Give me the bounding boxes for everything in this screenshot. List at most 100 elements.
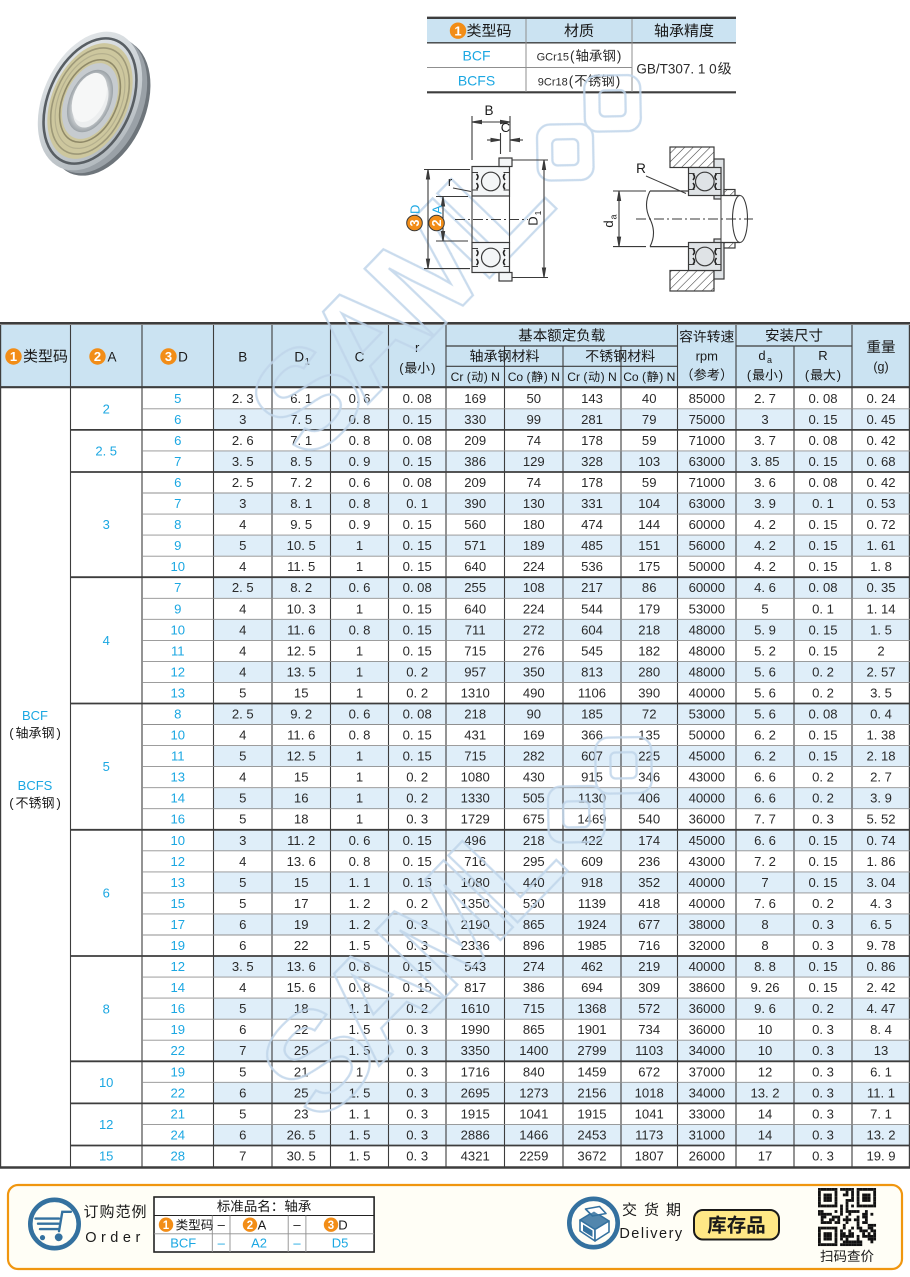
- svg-text:38000: 38000: [689, 917, 725, 932]
- svg-text:R: R: [636, 161, 646, 176]
- svg-text:276: 276: [523, 643, 545, 658]
- svg-text:0. 15: 0. 15: [403, 412, 432, 427]
- svg-text:1: 1: [356, 812, 363, 827]
- svg-text:352: 352: [638, 875, 660, 890]
- svg-text:209: 209: [464, 475, 486, 490]
- svg-text:7. 7: 7. 7: [754, 812, 776, 827]
- svg-text:3: 3: [408, 219, 422, 226]
- svg-text:5. 6: 5. 6: [754, 686, 776, 701]
- svg-text:5. 52: 5. 52: [866, 812, 895, 827]
- svg-text:3: 3: [239, 412, 246, 427]
- svg-text:12: 12: [171, 664, 186, 679]
- svg-text:3. 9: 3. 9: [754, 496, 776, 511]
- svg-text:0. 15: 0. 15: [403, 517, 432, 532]
- svg-text:7. 2: 7. 2: [754, 854, 776, 869]
- svg-text:715: 715: [464, 749, 486, 764]
- svg-text:0. 68: 0. 68: [866, 454, 895, 469]
- svg-text:677: 677: [638, 917, 660, 932]
- svg-text:0. 4: 0. 4: [870, 707, 892, 722]
- svg-text:0. 8: 0. 8: [349, 496, 371, 511]
- svg-text:34000: 34000: [689, 1043, 725, 1058]
- svg-text:6: 6: [174, 433, 181, 448]
- svg-text:0. 15: 0. 15: [808, 454, 837, 469]
- svg-text:26. 5: 26. 5: [287, 1127, 316, 1142]
- svg-text:0. 15: 0. 15: [808, 728, 837, 743]
- svg-text:2453: 2453: [577, 1127, 606, 1142]
- svg-text:1106: 1106: [578, 686, 606, 701]
- svg-text:0. 08: 0. 08: [403, 433, 432, 448]
- svg-text:219: 219: [638, 959, 660, 974]
- svg-text:0. 86: 0. 86: [866, 959, 895, 974]
- svg-text:36000: 36000: [689, 1001, 725, 1016]
- svg-text:4. 6: 4. 6: [754, 580, 776, 595]
- svg-text:209: 209: [464, 433, 486, 448]
- svg-text:3. 7: 3. 7: [754, 433, 776, 448]
- svg-text:3: 3: [239, 833, 246, 848]
- svg-text:0. 15: 0. 15: [403, 454, 432, 469]
- svg-text:6. 5: 6. 5: [870, 917, 892, 932]
- svg-text:D: D: [526, 216, 541, 225]
- svg-text:8: 8: [174, 707, 181, 722]
- svg-text:0. 3: 0. 3: [812, 1064, 834, 1079]
- svg-text:0. 15: 0. 15: [808, 959, 837, 974]
- svg-text:5. 6: 5. 6: [754, 707, 776, 722]
- svg-text:0. 08: 0. 08: [808, 475, 837, 490]
- svg-text:0. 15: 0. 15: [403, 643, 432, 658]
- svg-text:4. 2: 4. 2: [754, 517, 776, 532]
- svg-text:): ): [57, 796, 61, 811]
- svg-text:386: 386: [523, 980, 545, 995]
- svg-text:5: 5: [103, 759, 110, 774]
- svg-text:17: 17: [294, 896, 309, 911]
- svg-text:716: 716: [638, 938, 660, 953]
- svg-text:346: 346: [638, 770, 660, 785]
- svg-text:0. 53: 0. 53: [866, 496, 895, 511]
- svg-text:40000: 40000: [689, 959, 725, 974]
- svg-text:15: 15: [99, 1149, 113, 1164]
- svg-text:1. 38: 1. 38: [866, 728, 895, 743]
- svg-text:36000: 36000: [689, 812, 725, 827]
- svg-text:1915: 1915: [461, 1106, 490, 1121]
- svg-text:8: 8: [103, 1001, 110, 1016]
- svg-text:8: 8: [761, 917, 768, 932]
- svg-text:0. 15: 0. 15: [808, 749, 837, 764]
- svg-text:13: 13: [171, 875, 186, 890]
- svg-text:1400: 1400: [519, 1043, 548, 1058]
- svg-text:9. 26: 9. 26: [750, 980, 779, 995]
- svg-text:2259: 2259: [519, 1149, 548, 1164]
- svg-text:B: B: [484, 103, 493, 118]
- svg-text:5: 5: [761, 601, 768, 616]
- svg-text:C: C: [501, 120, 510, 135]
- svg-text:7: 7: [761, 875, 768, 890]
- svg-text:135: 135: [638, 728, 660, 743]
- svg-text:GB/T307. 1 0: GB/T307. 1 0: [636, 62, 716, 77]
- svg-text:11: 11: [171, 643, 185, 658]
- svg-text:129: 129: [523, 454, 545, 469]
- svg-text:Co (: Co (: [623, 370, 646, 384]
- svg-text:0. 3: 0. 3: [812, 812, 834, 827]
- svg-text:a: a: [767, 355, 772, 365]
- svg-text:22: 22: [171, 1043, 186, 1058]
- svg-text:36000: 36000: [689, 1022, 725, 1037]
- svg-text:0. 2: 0. 2: [812, 686, 834, 701]
- svg-text:2. 5: 2. 5: [232, 580, 254, 595]
- svg-text:53000: 53000: [689, 707, 725, 722]
- svg-text:604: 604: [581, 622, 603, 637]
- svg-text:2886: 2886: [461, 1127, 490, 1142]
- svg-text:545: 545: [581, 643, 603, 658]
- svg-text:544: 544: [581, 601, 603, 616]
- svg-text:53000: 53000: [689, 601, 725, 616]
- svg-text:5. 9: 5. 9: [754, 622, 776, 637]
- svg-text:33000: 33000: [689, 1106, 725, 1121]
- svg-text:0. 35: 0. 35: [866, 580, 895, 595]
- svg-text:11. 6: 11. 6: [287, 728, 315, 743]
- svg-text:6. 2: 6. 2: [754, 728, 776, 743]
- svg-text:(: (: [9, 726, 14, 741]
- svg-text:0. 72: 0. 72: [866, 517, 895, 532]
- svg-text:0. 15: 0. 15: [808, 538, 837, 553]
- svg-text:50000: 50000: [689, 559, 725, 574]
- svg-text:D: D: [178, 350, 188, 365]
- svg-text:1: 1: [356, 559, 363, 574]
- svg-text:31000: 31000: [689, 1127, 725, 1142]
- svg-text:5: 5: [239, 1001, 246, 1016]
- svg-text:2. 57: 2. 57: [866, 664, 895, 679]
